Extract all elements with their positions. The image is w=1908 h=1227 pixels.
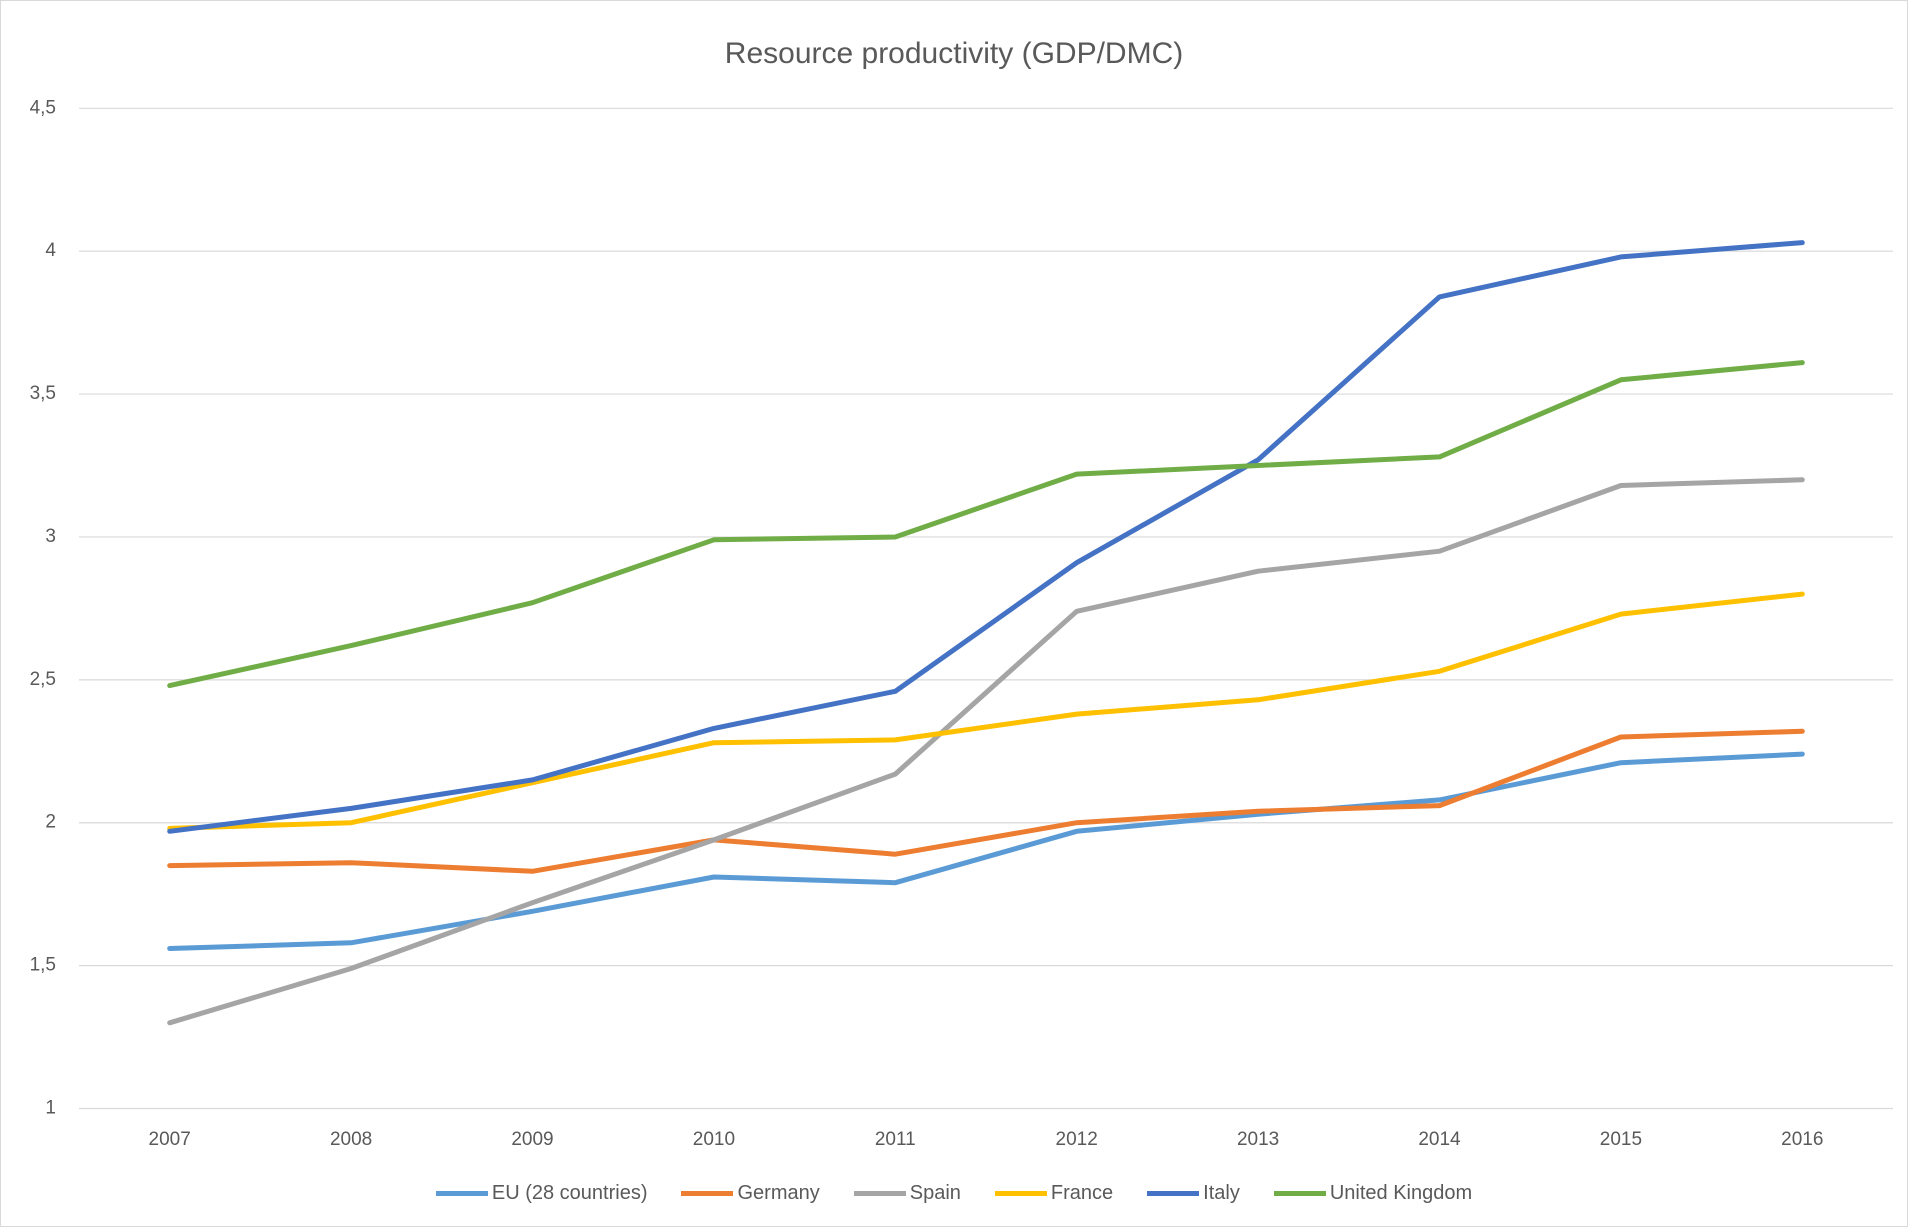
series-line [167, 360, 1805, 689]
legend-label: Italy [1203, 1181, 1240, 1204]
y-tick-label: 1 [45, 1098, 56, 1119]
legend-entry: France [994, 1181, 1114, 1205]
y-tick-label: 1,5 [30, 955, 56, 976]
y-tick-label: 4,5 [30, 97, 56, 118]
series-line [167, 591, 1805, 831]
legend-label: EU (28 countries) [491, 1181, 648, 1204]
y-tick-label: 2 [45, 812, 56, 833]
legend-label: France [1050, 1181, 1114, 1204]
legend-label: Spain [909, 1181, 961, 1204]
legend: EU (28 countries) Germany Spain France Italy… [0, 1176, 1908, 1210]
legend-swatch [1273, 1190, 1326, 1196]
legend-swatch [435, 1190, 488, 1196]
x-tick-label: 2013 [1237, 1129, 1279, 1150]
x-tick-label: 2010 [693, 1129, 735, 1150]
y-tick-label: 4 [45, 240, 56, 261]
legend-swatch [853, 1190, 906, 1196]
chart-title: Resource productivity (GDP/DMC) [725, 37, 1183, 70]
legend-entry: Italy [1147, 1182, 1240, 1205]
legend-swatch [994, 1190, 1047, 1196]
x-tick-label: 2009 [511, 1129, 553, 1150]
legend-entry: Spain [853, 1181, 961, 1205]
series-line [167, 240, 1805, 834]
legend-entry: United Kingdom [1273, 1181, 1473, 1205]
legend-entry: EU (28 countries) [435, 1181, 648, 1205]
y-tick-label: 3,5 [30, 383, 56, 404]
y-tick-label: 2,5 [30, 669, 56, 690]
series-line [167, 751, 1805, 951]
x-tick-label: 2015 [1600, 1129, 1642, 1150]
x-tick-label: 2011 [875, 1129, 916, 1150]
legend-swatch [1147, 1190, 1200, 1196]
y-tick-label: 3 [45, 526, 56, 547]
series-line [167, 728, 1805, 874]
x-tick-label: 2008 [330, 1129, 372, 1150]
x-tick-label: 2012 [1056, 1129, 1098, 1150]
legend-entry: Germany [681, 1181, 820, 1205]
x-tick-label: 2014 [1418, 1129, 1461, 1150]
x-tick-label: 2007 [149, 1129, 191, 1150]
legend-label: United Kingdom [1329, 1181, 1473, 1204]
x-tick-label: 2016 [1781, 1129, 1823, 1150]
legend-label: Germany [737, 1181, 820, 1204]
series-line [167, 477, 1805, 1026]
legend-swatch [681, 1190, 734, 1196]
